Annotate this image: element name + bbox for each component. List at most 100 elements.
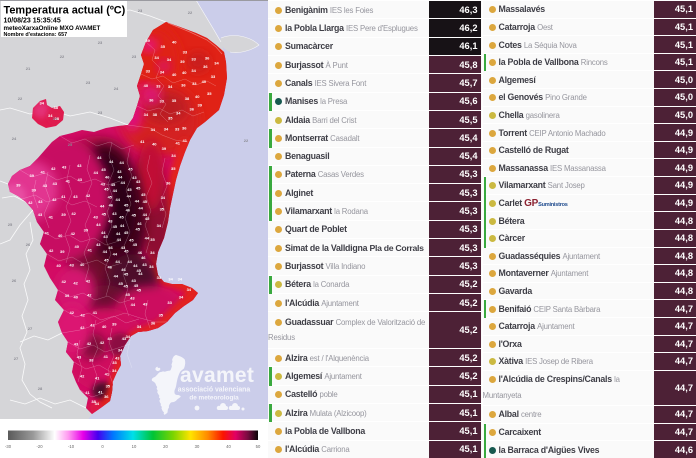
svg-text:39: 39 [162, 146, 167, 151]
svg-text:33: 33 [112, 360, 117, 365]
svg-text:42: 42 [86, 193, 91, 198]
svg-text:34: 34 [39, 100, 44, 105]
svg-text:41: 41 [44, 230, 49, 235]
svg-text:38: 38 [153, 112, 158, 117]
svg-text:34: 34 [178, 277, 183, 282]
svg-text:42: 42 [100, 340, 105, 345]
svg-text:36: 36 [182, 126, 187, 131]
svg-text:44: 44 [115, 197, 120, 202]
svg-text:45: 45 [132, 212, 137, 217]
svg-text:41: 41 [98, 389, 103, 394]
svg-text:45: 45 [127, 187, 132, 192]
svg-text:36: 36 [151, 321, 156, 326]
svg-text:45: 45 [111, 182, 116, 187]
svg-text:34: 34 [112, 368, 117, 373]
svg-text:23: 23 [132, 54, 137, 59]
svg-text:43: 43 [77, 163, 82, 168]
svg-text:35: 35 [171, 166, 176, 171]
svg-text:43: 43 [69, 263, 74, 268]
svg-text:45: 45 [124, 271, 129, 276]
svg-text:45: 45 [133, 242, 138, 247]
svg-text:41: 41 [182, 138, 187, 143]
svg-text:22: 22 [60, 54, 65, 59]
svg-text:34: 34 [161, 195, 166, 200]
svg-text:42: 42 [87, 292, 92, 297]
svg-text:34: 34 [157, 223, 162, 228]
svg-text:39: 39 [16, 182, 21, 187]
svg-text:34: 34 [214, 61, 219, 66]
svg-text:39: 39 [61, 212, 66, 217]
svg-text:33: 33 [211, 74, 216, 79]
svg-text:50: 50 [256, 444, 261, 449]
svg-text:43: 43 [77, 355, 82, 360]
svg-text:34: 34 [191, 68, 196, 73]
svg-text:43: 43 [77, 177, 82, 182]
svg-text:35: 35 [106, 383, 111, 388]
svg-text:33: 33 [156, 83, 161, 88]
svg-text:44: 44 [116, 231, 121, 236]
svg-text:46: 46 [107, 264, 112, 269]
svg-text:44: 44 [131, 302, 136, 307]
svg-text:34: 34 [168, 277, 173, 282]
svg-text:45: 45 [104, 186, 109, 191]
svg-text:36: 36 [166, 181, 171, 186]
svg-text:34: 34 [171, 153, 176, 158]
svg-text:34: 34 [179, 294, 184, 299]
svg-text:41: 41 [49, 214, 54, 219]
svg-text:44: 44 [127, 259, 132, 264]
svg-text:45: 45 [108, 195, 113, 200]
svg-text:39: 39 [65, 293, 70, 298]
svg-text:45: 45 [135, 226, 140, 231]
svg-text:34: 34 [167, 57, 172, 62]
svg-text:22: 22 [18, 96, 23, 101]
svg-text:43: 43 [96, 242, 101, 247]
svg-text:24: 24 [12, 136, 17, 141]
svg-text:42: 42 [80, 374, 85, 379]
svg-text:35: 35 [207, 91, 212, 96]
svg-text:40: 40 [74, 244, 79, 249]
svg-text:44: 44 [145, 236, 150, 241]
svg-text:45: 45 [124, 249, 129, 254]
svg-text:43: 43 [142, 262, 147, 267]
svg-text:43: 43 [117, 169, 122, 174]
svg-text:avamet: avamet [180, 364, 254, 387]
svg-text:44: 44 [93, 170, 98, 175]
svg-text:44: 44 [113, 188, 118, 193]
svg-text:40: 40 [152, 142, 157, 147]
svg-text:40: 40 [56, 263, 61, 268]
svg-text:43: 43 [122, 336, 127, 341]
svg-text:45: 45 [101, 167, 106, 172]
svg-text:26: 26 [26, 242, 31, 247]
svg-text:25: 25 [68, 142, 73, 147]
svg-text:41: 41 [66, 179, 71, 184]
svg-text:42: 42 [28, 200, 33, 205]
svg-text:45: 45 [128, 167, 133, 172]
svg-text:40: 40 [73, 295, 78, 300]
svg-text:46: 46 [121, 267, 126, 272]
svg-text:24: 24 [114, 86, 119, 91]
svg-text:44: 44 [119, 160, 124, 165]
svg-text:40: 40 [80, 262, 85, 267]
svg-text:23: 23 [98, 110, 103, 115]
svg-text:43: 43 [143, 301, 148, 306]
svg-text:45: 45 [134, 283, 139, 288]
svg-text:34: 34 [48, 113, 53, 118]
svg-text:36: 36 [104, 394, 109, 399]
svg-text:28: 28 [55, 116, 60, 121]
svg-text:Nombre d'estacions: 657: Nombre d'estacions: 657 [4, 32, 68, 38]
svg-text:44: 44 [114, 274, 119, 279]
svg-text:42: 42 [49, 248, 54, 253]
svg-text:34: 34 [168, 84, 173, 89]
svg-text:Temperatura actual (ºC): Temperatura actual (ºC) [4, 5, 126, 17]
svg-text:40: 40 [226, 444, 231, 449]
svg-text:34: 34 [137, 324, 142, 329]
svg-text:40: 40 [172, 72, 177, 77]
svg-text:44: 44 [120, 180, 125, 185]
svg-text:42: 42 [51, 166, 56, 171]
svg-text:42: 42 [90, 323, 95, 328]
svg-text:26: 26 [12, 278, 17, 283]
svg-text:45: 45 [104, 257, 109, 262]
svg-text:45: 45 [145, 216, 150, 221]
svg-text:41: 41 [175, 141, 180, 146]
svg-text:34: 34 [160, 70, 165, 75]
